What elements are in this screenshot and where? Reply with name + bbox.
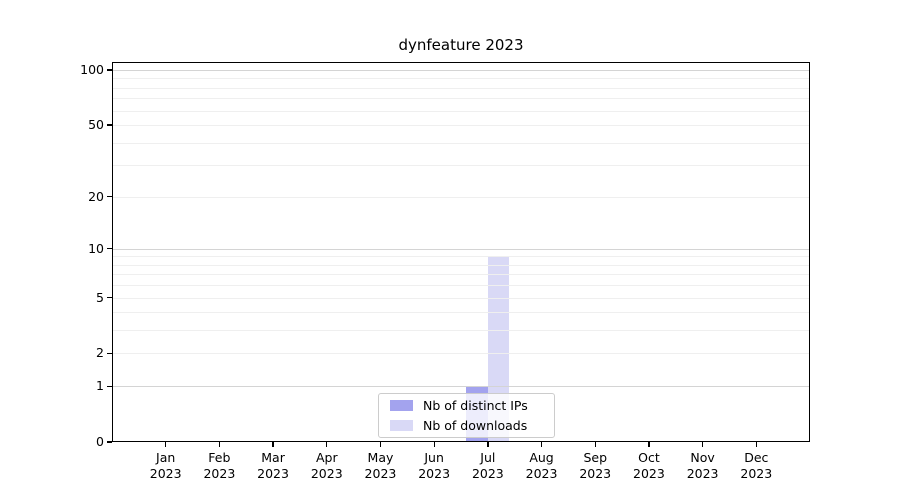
x-tick-month: May [367,450,394,465]
x-tick-month: Jun [424,450,444,465]
y-tick-label-2: 2 [96,345,104,361]
gridline-minor-3 [112,330,810,332]
x-tick-year: 2023 [525,466,558,481]
y-tick-mark-20 [107,195,112,198]
y-tick-mark-10 [107,248,112,250]
x-tick-year: 2023 [740,466,773,481]
x-tick-year: 2023 [364,466,397,481]
legend-swatch-downloads [390,419,413,431]
x-tick-label-jun: Jun 2023 [394,450,474,482]
gridline-major-1 [112,386,810,388]
y-tick-label-5: 5 [96,289,104,305]
x-tick-mark-jan [165,442,167,447]
x-tick-month: Dec [744,450,769,465]
x-tick-month: Feb [208,450,231,465]
chart-title: dynfeature 2023 [398,36,524,54]
y-tick-label-20: 20 [88,188,104,204]
gridline-minor-2 [112,353,810,355]
gridline-major-10 [112,248,810,250]
legend-label-distinct-ips: Nb of distinct IPs [423,398,528,414]
legend: Nb of distinct IPs Nb of downloads [378,393,555,438]
y-tick-mark-50 [107,124,112,126]
x-tick-mark-sep [594,442,596,447]
gridline-minor-9 [112,256,810,258]
y-tick-mark-1 [107,385,112,387]
y-tick-mark-100 [107,69,112,71]
x-tick-mark-feb [218,442,221,447]
x-tick-mark-jul [487,442,489,447]
y-tick-mark-5 [107,296,112,299]
gridline-minor-7 [112,274,810,276]
y-tick-label-10: 10 [88,240,104,256]
legend-row-distinct-ips: Nb of distinct IPs [390,398,554,413]
gridline-minor-6 [112,285,810,287]
x-tick-mark-aug [540,442,543,447]
x-tick-year: 2023 [579,466,612,481]
x-tick-month: Mar [261,450,285,465]
x-tick-label-may: May 2023 [340,450,420,482]
x-tick-month: Jan [156,450,176,465]
x-tick-label-dec: Dec 2023 [716,450,796,482]
gridline-minor-40 [112,142,810,144]
x-tick-year: 2023 [471,466,504,481]
x-tick-mark-dec [755,442,757,447]
gridline-minor-5 [112,297,810,299]
x-tick-month: Apr [315,450,338,465]
x-tick-label-oct: Oct 2023 [609,450,689,482]
x-tick-mark-nov [702,442,704,447]
gridline-minor-4 [112,312,810,314]
x-tick-label-jul: Jul 2023 [448,450,528,482]
gridline-minor-8 [112,264,810,266]
legend-label-downloads: Nb of downloads [423,417,528,433]
x-tick-label-sep: Sep 2023 [555,450,635,482]
legend-swatch-distinct-ips [390,400,413,412]
x-tick-mark-oct [648,442,650,447]
x-tick-mark-apr [326,442,328,447]
gridline-minor-90 [112,78,810,80]
x-tick-label-feb: Feb 2023 [179,450,259,482]
x-tick-year: 2023 [686,466,719,481]
gridline-minor-80 [112,87,810,89]
y-tick-label-0: 0 [96,434,104,449]
y-tick-label-100: 100 [80,62,104,77]
x-tick-label-aug: Aug 2023 [502,450,582,482]
x-tick-month: Jul [480,450,496,465]
axes-frame [112,62,810,442]
gridline-minor-70 [112,98,810,100]
x-tick-mark-mar [272,442,274,447]
x-tick-month: Aug [529,450,554,465]
x-tick-label-nov: Nov 2023 [663,450,743,482]
y-tick-label-1: 1 [96,378,104,394]
x-tick-month: Sep [583,450,607,465]
x-tick-year: 2023 [633,466,665,481]
x-tick-mark-may [379,442,382,447]
gridline-major-100 [112,70,810,71]
x-tick-year: 2023 [149,466,182,481]
legend-row-downloads: Nb of downloads [390,418,554,433]
x-tick-year: 2023 [310,466,343,481]
x-tick-month: Oct [638,450,660,465]
x-tick-year: 2023 [257,466,289,481]
y-tick-mark-0 [107,441,112,443]
gridline-minor-60 [112,110,810,112]
x-tick-month: Nov [690,450,715,465]
gridline-minor-30 [112,165,810,167]
y-tick-mark-2 [107,352,112,355]
x-tick-year: 2023 [418,466,451,481]
x-tick-year: 2023 [203,466,236,481]
y-tick-label-50: 50 [88,117,104,133]
x-tick-mark-jun [433,442,435,447]
gridline-minor-50 [112,125,810,127]
x-tick-label-mar: Mar 2023 [233,450,313,482]
x-tick-label-jan: Jan 2023 [126,450,206,482]
x-tick-label-apr: Apr 2023 [287,450,367,482]
gridline-minor-20 [112,196,810,198]
